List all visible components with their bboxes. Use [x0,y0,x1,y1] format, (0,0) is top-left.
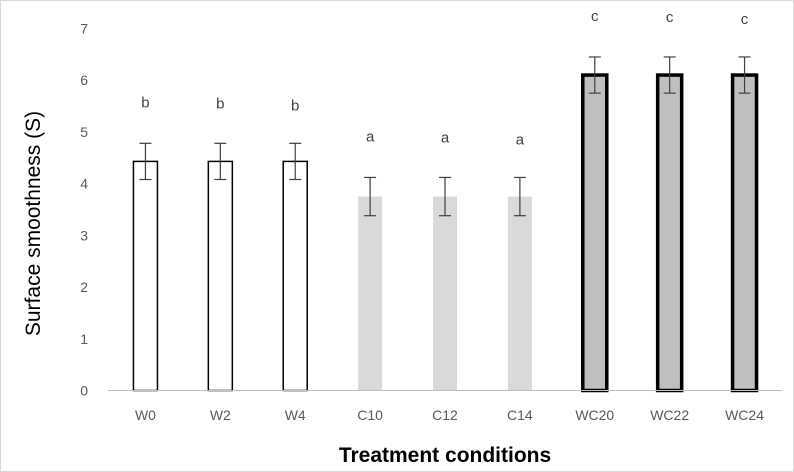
x-tick-label: W4 [285,407,306,423]
x-tick-label: WC22 [650,407,689,423]
error-bar [513,176,526,217]
bar-w2 [207,160,234,392]
significance-letter: c [741,11,749,28]
bar-wc22 [655,73,684,393]
x-axis-label: Treatment conditions [339,444,551,467]
significance-letter: a [441,129,450,146]
y-tick-label: 2 [80,279,88,295]
significance-letter: c [591,8,599,25]
y-tick-label: 3 [80,227,88,243]
x-tick-label: C14 [507,407,533,423]
error-bar [214,142,227,181]
x-axis-ticks: W0 W2 W4 C10 C12 C14 WC20 WC22 WC24 [135,407,764,423]
x-tick-label: W0 [135,407,156,423]
x-tick-label: WC24 [725,407,764,423]
significance-letter: b [291,97,299,114]
bar-c12 [433,196,457,391]
significance-letters: b b b a a a c c c [141,8,749,148]
error-bar [139,142,152,181]
bar-c10 [358,196,383,391]
y-tick-label: 5 [80,124,88,140]
significance-letter: a [366,128,375,145]
error-bar [439,176,451,217]
significance-letter: b [216,95,224,112]
bar-wc24 [730,73,759,393]
error-bar [663,56,676,94]
error-bar [364,176,377,217]
bar-w0 [132,160,159,392]
y-tick-label: 6 [80,72,88,88]
x-tick-label: W2 [210,407,231,423]
y-tick-label: 7 [80,21,88,37]
y-axis-label: Surface smoothness (S) [22,111,45,336]
x-tick-label: C10 [357,407,383,423]
error-bar [588,56,601,94]
bar-wc20 [581,73,609,393]
error-bars [139,56,751,217]
y-tick-label: 0 [80,383,88,399]
significance-letter: c [666,9,674,26]
y-axis-ticks: 0 1 2 3 4 5 6 7 [80,21,88,399]
bars [132,73,759,393]
error-bar [289,142,302,181]
significance-letter: a [516,131,525,148]
significance-letter: b [141,94,149,111]
bar-w4 [282,160,308,392]
x-tick-label: C12 [432,407,458,423]
error-bar [738,56,751,94]
y-tick-label: 1 [80,331,88,347]
x-tick-label: WC20 [575,407,614,423]
bar-c14 [507,196,532,391]
y-tick-label: 4 [80,176,88,192]
